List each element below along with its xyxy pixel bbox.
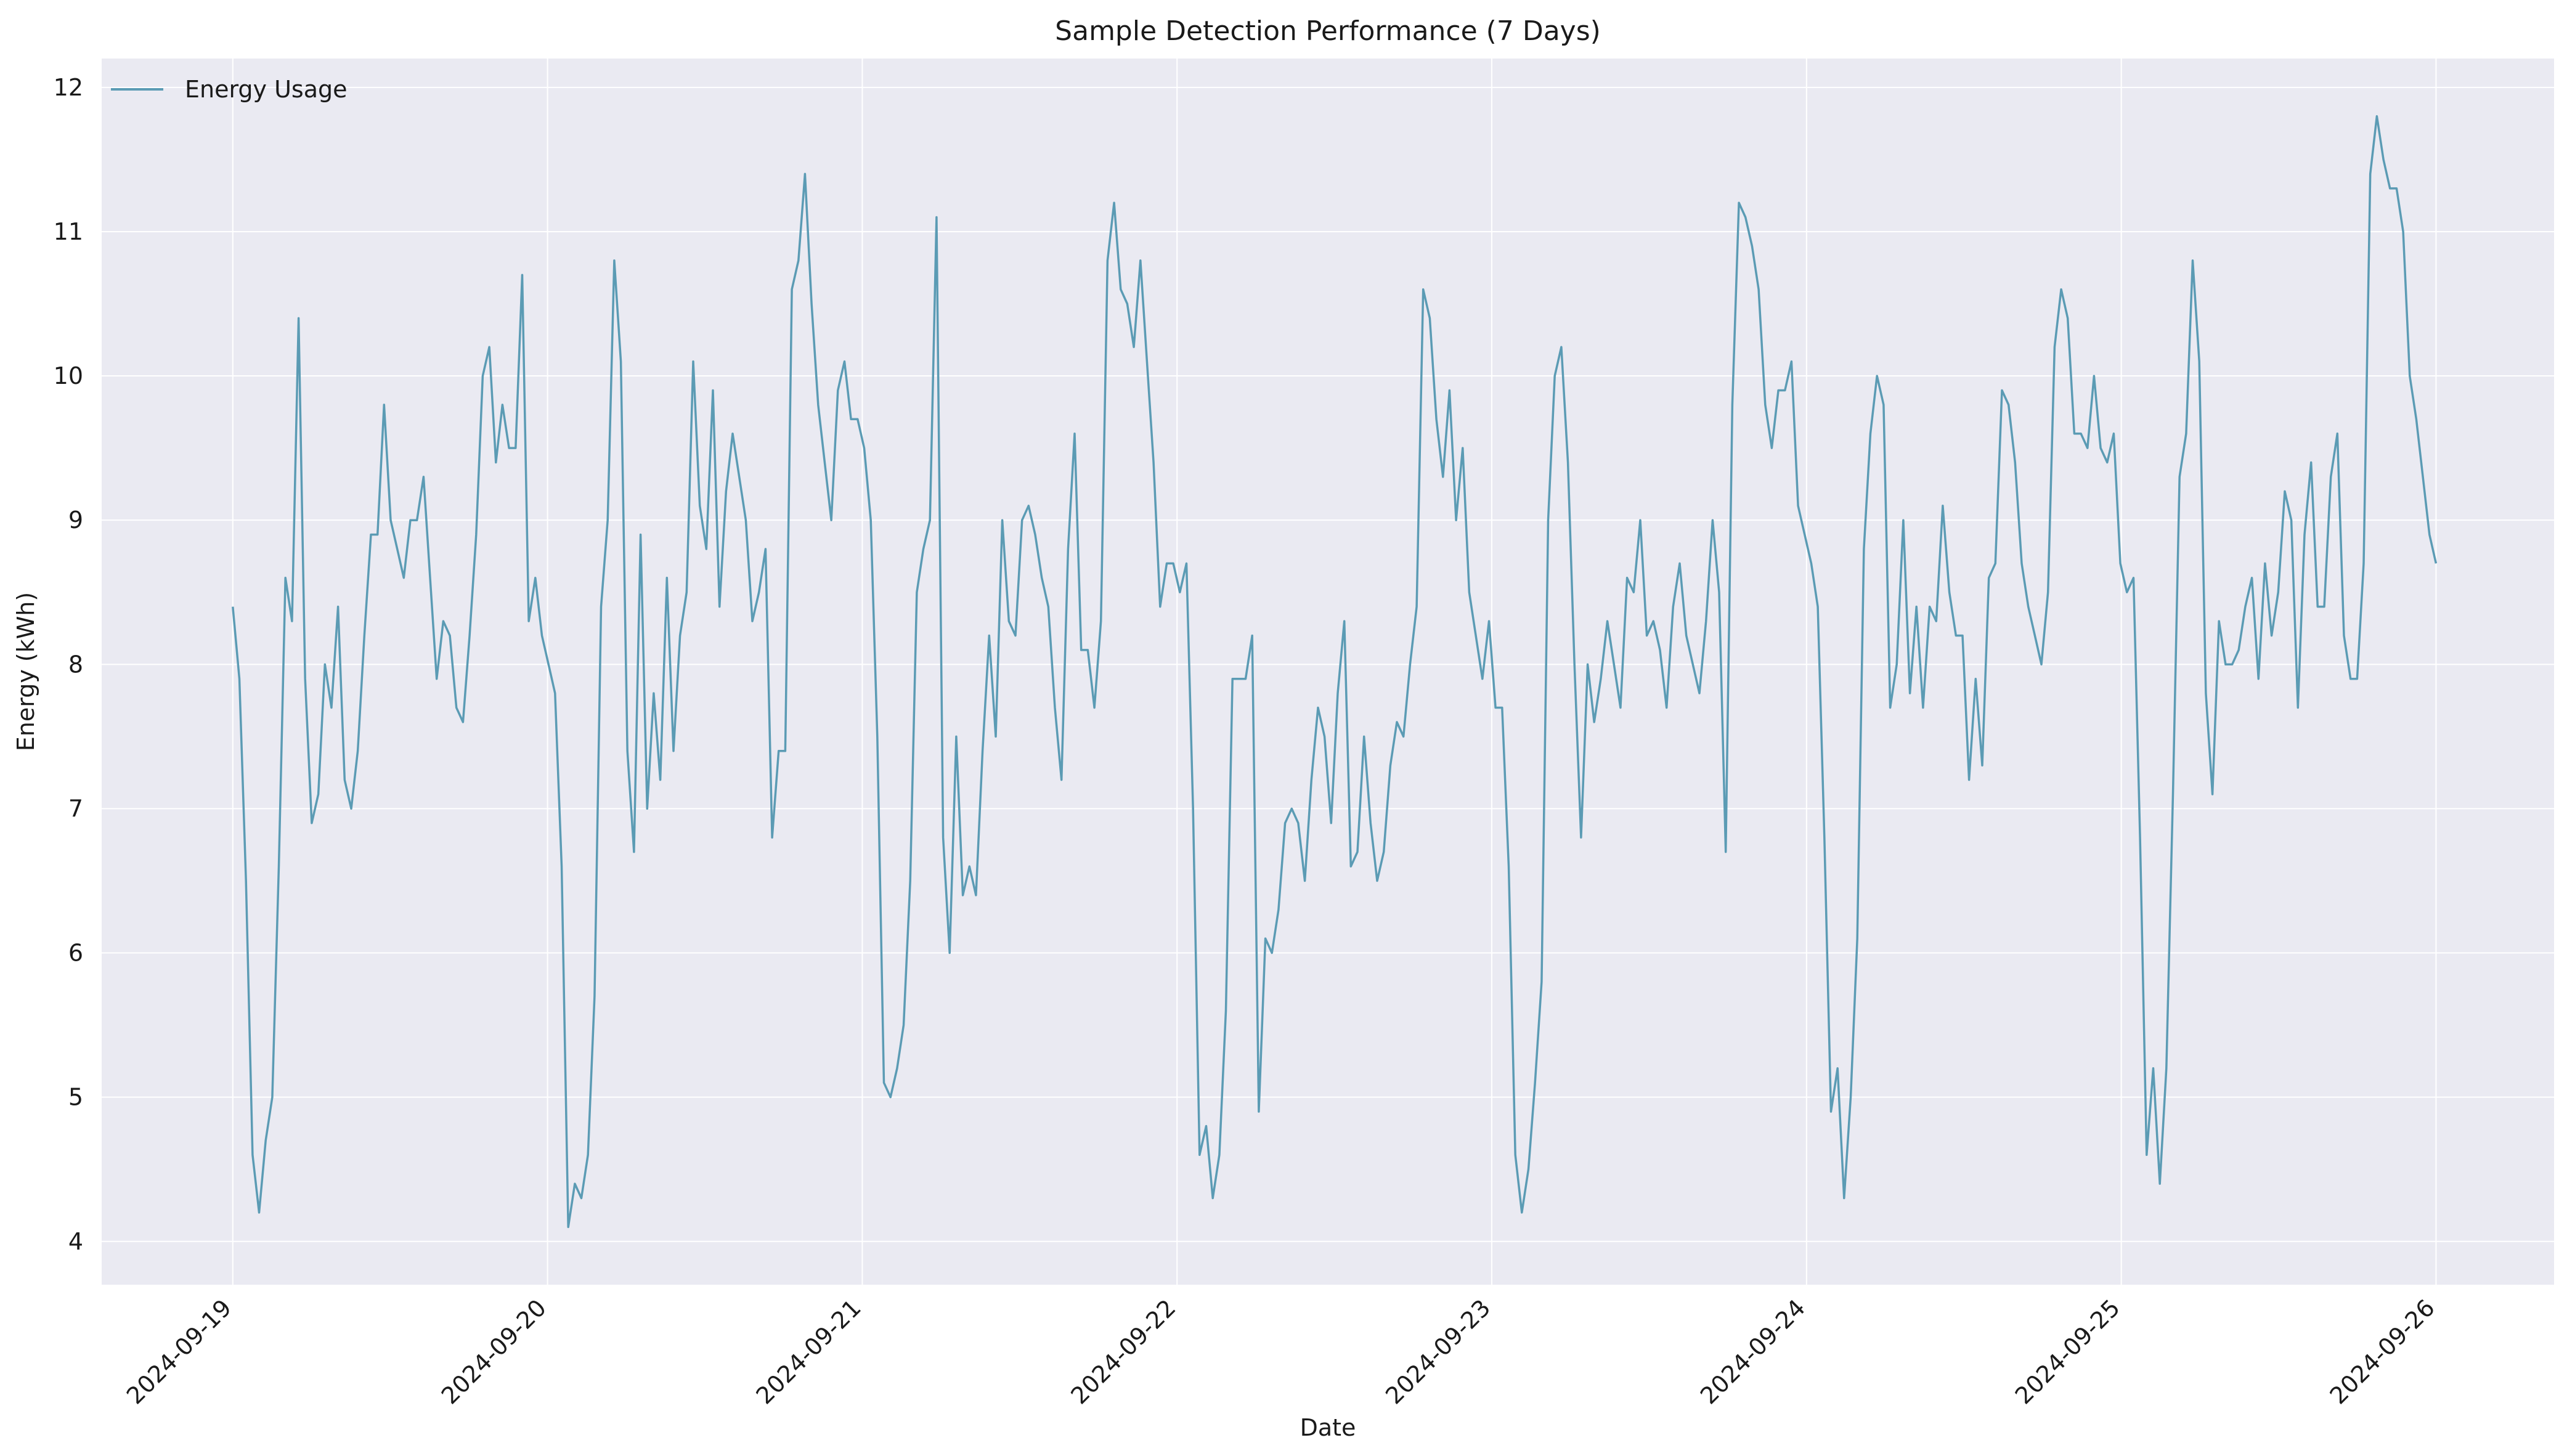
y-axis-label: Energy (kWh) [12, 592, 39, 751]
x-tick-label: 2024-09-20 [436, 1294, 551, 1409]
legend-label-energy-usage: Energy Usage [185, 76, 348, 103]
chart-title: Sample Detection Performance (7 Days) [1055, 15, 1601, 47]
y-axis-ticks: 4 5 6 7 8 9 10 11 12 [54, 74, 83, 1255]
x-tick-label: 2024-09-24 [1695, 1294, 1810, 1409]
y-tick-label: 5 [68, 1084, 83, 1111]
x-tick-label: 2024-09-26 [2325, 1294, 2440, 1409]
y-tick-label: 4 [68, 1228, 83, 1255]
plot-background [102, 59, 2554, 1285]
series-layer [232, 115, 2438, 1229]
y-tick-label: 6 [68, 940, 83, 967]
y-tick-label: 11 [54, 218, 83, 245]
y-tick-label: 9 [68, 506, 83, 534]
legend: Energy Usage [111, 76, 348, 103]
x-tick-label: 2024-09-25 [2010, 1294, 2125, 1409]
x-tick-label: 2024-09-19 [121, 1294, 237, 1409]
x-tick-label: 2024-09-23 [1380, 1294, 1495, 1409]
y-tick-label: 12 [54, 74, 83, 101]
series-line-energy-usage [232, 115, 2438, 1229]
x-axis-label: Date [1300, 1414, 1356, 1441]
x-axis-ticks: 2024-09-19 2024-09-20 2024-09-21 2024-09-22… [121, 1294, 2440, 1409]
y-tick-label: 10 [54, 362, 83, 389]
y-tick-label: 7 [68, 795, 83, 822]
y-tick-label: 8 [68, 651, 83, 678]
x-tick-label: 2024-09-21 [751, 1294, 866, 1409]
x-tick-label: 2024-09-22 [1065, 1294, 1181, 1409]
